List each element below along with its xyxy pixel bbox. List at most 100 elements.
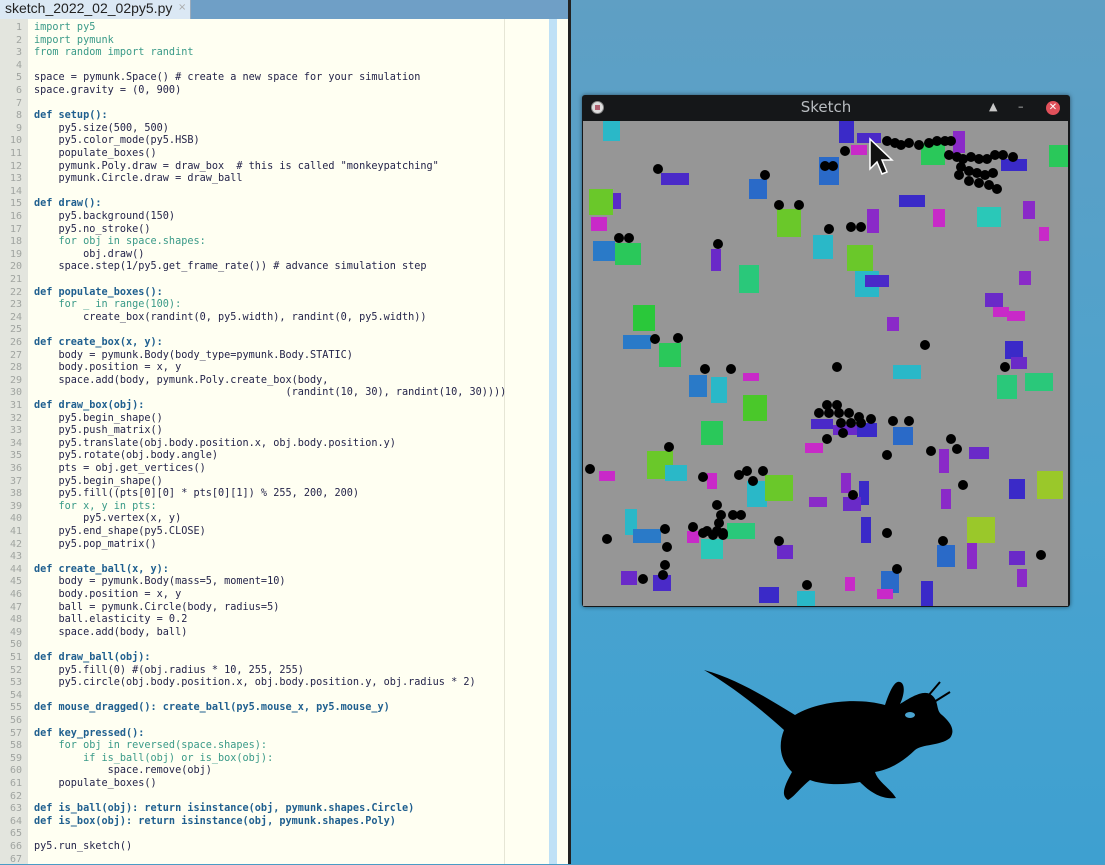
code-line[interactable]: def populate_boxes(): (34, 286, 163, 298)
line-number: 57 (9, 727, 22, 739)
title-bar[interactable]: Sketch ▲ – ✕ (582, 95, 1070, 121)
ball (1008, 152, 1018, 162)
code-line[interactable]: py5.background(150) (34, 211, 176, 222)
line-number: 14 (9, 185, 22, 197)
ball (964, 176, 974, 186)
sketch-canvas[interactable] (583, 121, 1068, 606)
ball (585, 464, 595, 474)
static-box (867, 209, 879, 233)
line-number: 62 (9, 790, 22, 802)
ball (820, 161, 830, 171)
ball (904, 138, 914, 148)
ball (828, 161, 838, 171)
code-line[interactable]: obj.draw() (34, 248, 145, 260)
code-line[interactable]: pymunk.Poly.draw = draw_box # this is ca… (34, 160, 439, 172)
code-line[interactable]: ball.elasticity = 0.2 (34, 614, 188, 626)
code-line[interactable]: py5.run_sketch() (34, 841, 133, 852)
static-box (621, 571, 637, 585)
static-box (887, 317, 899, 331)
code-editor[interactable]: sketch_2022_02_02py5.py × 1 import py5 2 im… (0, 0, 568, 865)
code-line[interactable]: py5.begin_shape() (34, 412, 163, 424)
ball (736, 510, 746, 520)
code-line[interactable]: def create_ball(x, y): (34, 563, 169, 575)
tab-close-icon[interactable]: × (178, 2, 187, 13)
code-line[interactable]: import pymunk (34, 34, 114, 46)
code-line[interactable]: py5.fill(0) #(obj.radius * 10, 255, 255) (34, 664, 304, 676)
code-line[interactable]: def is_box(obj): return isinstance(obj, … (34, 815, 396, 827)
static-box (743, 373, 759, 381)
code-line[interactable]: body = pymunk.Body(mass=5, moment=10) (34, 576, 286, 588)
ball (958, 480, 968, 490)
code-line[interactable]: def is_ball(obj): return isinstance(obj,… (34, 803, 415, 815)
static-box (937, 545, 955, 567)
ball (966, 152, 976, 162)
code-line[interactable]: space.gravity = (0, 900) (34, 85, 182, 96)
line-number: 30 (9, 387, 22, 399)
vertical-scrollbar[interactable] (549, 19, 557, 864)
code-line[interactable]: py5.fill((pts[0][0] * pts[0][1]) % 255, … (34, 488, 360, 500)
ball (734, 470, 744, 480)
ball (698, 528, 708, 538)
tab-sketch-file[interactable]: sketch_2022_02_02py5.py × (0, 0, 191, 19)
code-line[interactable]: def key_pressed(): (34, 727, 145, 739)
static-box (777, 545, 793, 559)
code-line[interactable]: def draw_ball(obj): (34, 652, 151, 663)
code-line[interactable]: py5.color_mode(py5.HSB) (34, 135, 200, 147)
code-line[interactable]: for obj in reversed(space.shapes): (34, 740, 268, 752)
code-line[interactable]: space.remove(obj) (34, 765, 212, 777)
code-line[interactable]: ball = pymunk.Circle(body, radius=5) (34, 601, 280, 613)
code-line[interactable]: space = pymunk.Space() # create a new sp… (34, 72, 421, 84)
ball (958, 154, 968, 164)
line-number: 43 (9, 551, 22, 563)
ball (742, 466, 752, 476)
eject-icon[interactable]: ▲ (989, 100, 998, 113)
code-line[interactable]: populate_boxes() (34, 778, 157, 789)
code-line[interactable]: pymunk.Circle.draw = draw_ball (34, 173, 243, 185)
code-line[interactable]: def draw(): (34, 198, 102, 210)
ball (984, 180, 994, 190)
code-line[interactable]: if is_ball(obj) or is_box(obj): (34, 752, 274, 764)
code-line[interactable]: py5.push_matrix() (34, 425, 163, 437)
code-line[interactable]: for x, y in pts: (34, 500, 157, 512)
code-line[interactable]: def draw_box(obj): (34, 400, 145, 411)
code-line[interactable]: body = pymunk.Body(body_type=pymunk.Body… (34, 349, 353, 361)
minimize-icon[interactable]: – (1018, 100, 1024, 113)
code-line[interactable]: for obj in space.shapes: (34, 236, 206, 248)
code-line[interactable]: py5.rotate(obj.body.angle) (34, 450, 219, 462)
close-icon[interactable]: ✕ (1046, 101, 1060, 115)
code-line[interactable]: create_box(randint(0, py5.width), randin… (34, 311, 427, 323)
code-line[interactable]: space.add(body, pymunk.Poly.create_box(b… (34, 374, 329, 386)
code-line[interactable]: space.add(body, ball) (34, 626, 188, 638)
code-line[interactable]: from random import randint (34, 47, 194, 59)
code-line[interactable]: def mouse_dragged(): create_ball(py5.mou… (34, 702, 390, 714)
code-line[interactable]: populate_boxes() (34, 148, 157, 159)
line-number: 63 (9, 803, 22, 815)
line-number-gutter (0, 19, 28, 864)
static-box (589, 189, 613, 215)
code-line[interactable]: pts = obj.get_vertices() (34, 463, 206, 474)
code-line[interactable]: py5.pop_matrix() (34, 538, 157, 550)
ball (758, 466, 768, 476)
code-line[interactable]: py5.no_stroke() (34, 223, 151, 235)
code-line[interactable]: body.position = x, y (34, 589, 182, 600)
code-line[interactable]: py5.circle(obj.body.position.x, obj.body… (34, 677, 476, 689)
code-line[interactable]: py5.begin_shape() (34, 475, 163, 487)
code-line[interactable]: space.step(1/py5.get_frame_rate()) # adv… (34, 261, 427, 273)
ball (716, 510, 726, 520)
code-line[interactable]: py5.vertex(x, y) (34, 513, 182, 525)
code-line[interactable]: for _ in range(100): (34, 299, 182, 311)
code-line[interactable]: def create_box(x, y): (34, 337, 163, 348)
static-box (633, 305, 655, 331)
code-line[interactable]: def setup(): (34, 110, 108, 122)
static-box (1007, 311, 1025, 321)
code-line[interactable]: (randint(10, 30), randint(10, 30)))) (34, 387, 507, 399)
code-line[interactable]: py5.size(500, 500) (34, 122, 169, 134)
ball (824, 408, 834, 418)
line-number: 31 (9, 400, 22, 411)
code-line[interactable]: py5.translate(obj.body.position.x, obj.b… (34, 437, 396, 449)
ball (660, 524, 670, 534)
code-line[interactable]: import py5 (34, 22, 96, 33)
ball (988, 168, 998, 178)
code-line[interactable]: py5.end_shape(py5.CLOSE) (34, 526, 206, 537)
code-line[interactable]: body.position = x, y (34, 362, 182, 374)
